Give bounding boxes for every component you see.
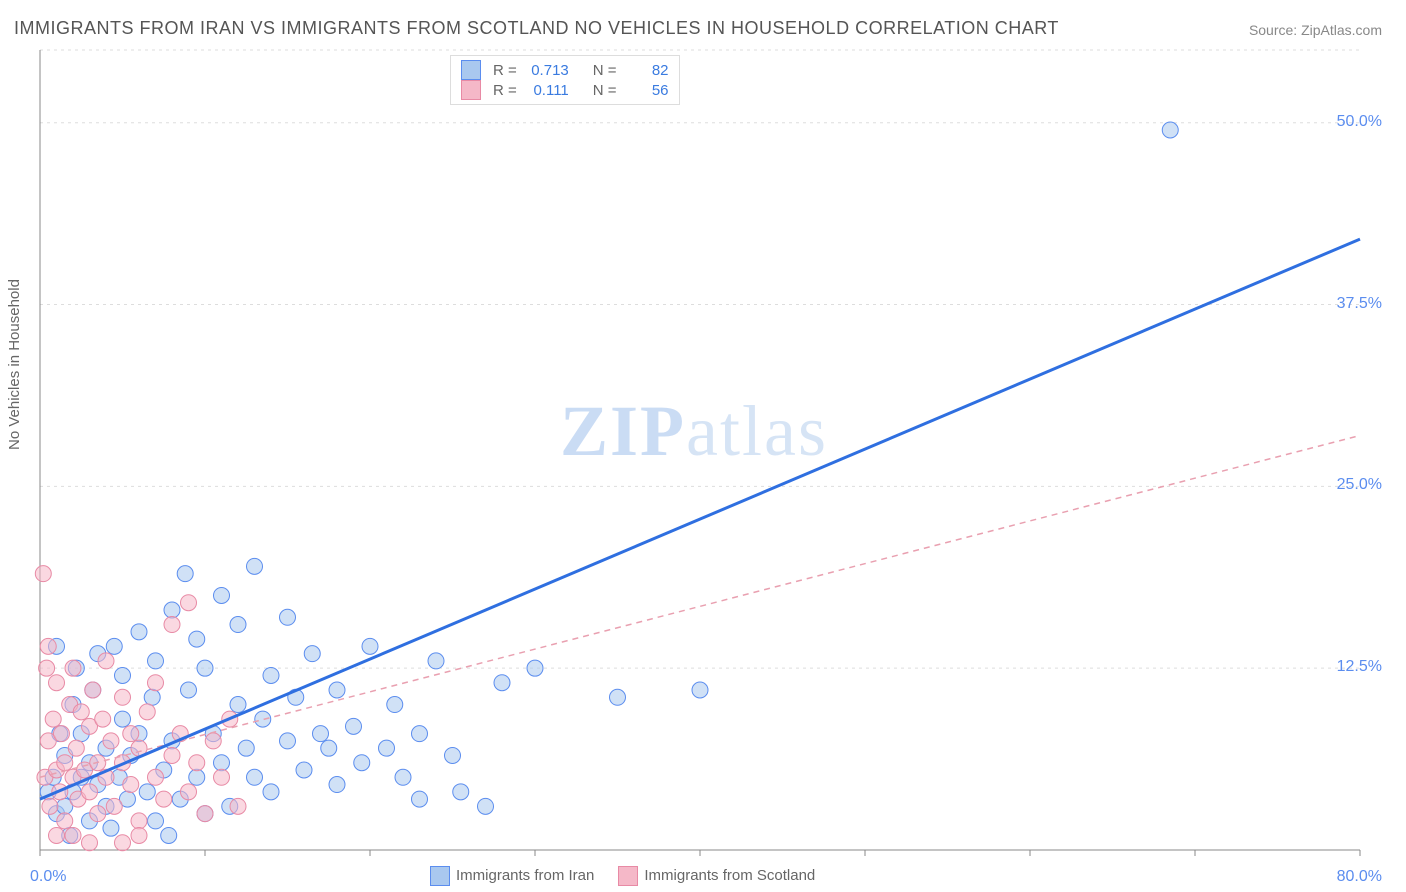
y-axis-label: No Vehicles in Household [6, 279, 23, 450]
r-value-iran: 0.713 [523, 62, 569, 79]
swatch-iran [430, 866, 450, 886]
r-label: R = [493, 82, 517, 99]
legend-label-iran: Immigrants from Iran [456, 867, 594, 884]
n-label: N = [593, 62, 617, 79]
y-tick: 50.0% [1337, 113, 1382, 131]
stats-legend: R = 0.713 N = 82 R = 0.111 N = 56 [450, 55, 680, 105]
series-legend: Immigrants from Iran Immigrants from Sco… [430, 866, 815, 886]
legend-label-scotland: Immigrants from Scotland [644, 867, 815, 884]
y-tick: 25.0% [1337, 476, 1382, 494]
y-tick: 12.5% [1337, 658, 1382, 676]
legend-item-scotland: Immigrants from Scotland [618, 866, 815, 886]
n-value-scotland: 56 [623, 82, 669, 99]
y-tick: 37.5% [1337, 295, 1382, 313]
legend-item-iran: Immigrants from Iran [430, 866, 594, 886]
n-value-iran: 82 [623, 62, 669, 79]
x-tick-max: 80.0% [1337, 868, 1382, 886]
swatch-iran [461, 60, 481, 80]
n-label: N = [593, 82, 617, 99]
swatch-scotland [461, 80, 481, 100]
correlation-chart [0, 0, 1406, 892]
swatch-scotland [618, 866, 638, 886]
r-value-scotland: 0.111 [523, 82, 569, 99]
x-tick-min: 0.0% [30, 868, 66, 886]
chart-title: IMMIGRANTS FROM IRAN VS IMMIGRANTS FROM … [14, 18, 1059, 39]
stats-row-iran: R = 0.713 N = 82 [461, 60, 669, 80]
stats-row-scotland: R = 0.111 N = 56 [461, 80, 669, 100]
r-label: R = [493, 62, 517, 79]
source-label: Source: ZipAtlas.com [1249, 22, 1382, 38]
